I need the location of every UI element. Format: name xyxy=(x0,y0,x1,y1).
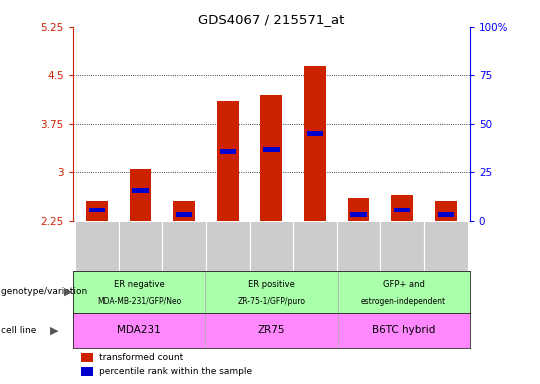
Bar xyxy=(304,66,326,221)
Bar xyxy=(338,271,470,313)
Bar xyxy=(394,207,410,212)
Bar xyxy=(220,149,236,154)
Text: MDA231: MDA231 xyxy=(117,325,161,335)
Bar xyxy=(350,212,367,217)
Bar xyxy=(130,169,151,221)
Bar xyxy=(437,212,454,217)
Bar xyxy=(173,202,195,221)
Bar xyxy=(73,271,205,313)
Bar xyxy=(89,207,105,212)
Title: GDS4067 / 215571_at: GDS4067 / 215571_at xyxy=(198,13,345,26)
Bar xyxy=(307,131,323,136)
Bar xyxy=(348,198,369,221)
Bar xyxy=(293,221,337,271)
Text: ZR75: ZR75 xyxy=(258,325,285,335)
Bar xyxy=(205,271,338,313)
Bar xyxy=(75,221,119,271)
Bar xyxy=(337,221,380,271)
Bar xyxy=(205,313,338,348)
Bar xyxy=(119,221,163,271)
Bar xyxy=(163,221,206,271)
Bar xyxy=(338,313,470,348)
Text: ER negative: ER negative xyxy=(114,280,164,289)
Text: cell line: cell line xyxy=(1,326,39,335)
Bar xyxy=(392,195,413,221)
Bar xyxy=(206,221,249,271)
Text: ▶: ▶ xyxy=(64,287,73,297)
Text: ZR-75-1/GFP/puro: ZR-75-1/GFP/puro xyxy=(238,296,305,306)
Text: MDA-MB-231/GFP/Neo: MDA-MB-231/GFP/Neo xyxy=(97,296,181,306)
Text: genotype/variation: genotype/variation xyxy=(1,287,90,296)
Bar xyxy=(81,353,93,362)
Text: transformed count: transformed count xyxy=(99,353,183,362)
Text: GFP+ and: GFP+ and xyxy=(383,280,424,289)
Text: ER positive: ER positive xyxy=(248,280,295,289)
Bar xyxy=(132,188,149,193)
Bar xyxy=(435,202,457,221)
Bar xyxy=(86,202,108,221)
Text: ▶: ▶ xyxy=(50,325,59,335)
Bar xyxy=(263,147,280,152)
Bar xyxy=(176,212,192,217)
Bar xyxy=(380,221,424,271)
Bar xyxy=(217,101,239,221)
Bar xyxy=(424,221,468,271)
Bar xyxy=(249,221,293,271)
Bar xyxy=(260,95,282,221)
Text: B6TC hybrid: B6TC hybrid xyxy=(372,325,435,335)
Text: percentile rank within the sample: percentile rank within the sample xyxy=(99,367,252,376)
Bar xyxy=(73,313,205,348)
Bar xyxy=(81,367,93,376)
Text: estrogen-independent: estrogen-independent xyxy=(361,296,446,306)
